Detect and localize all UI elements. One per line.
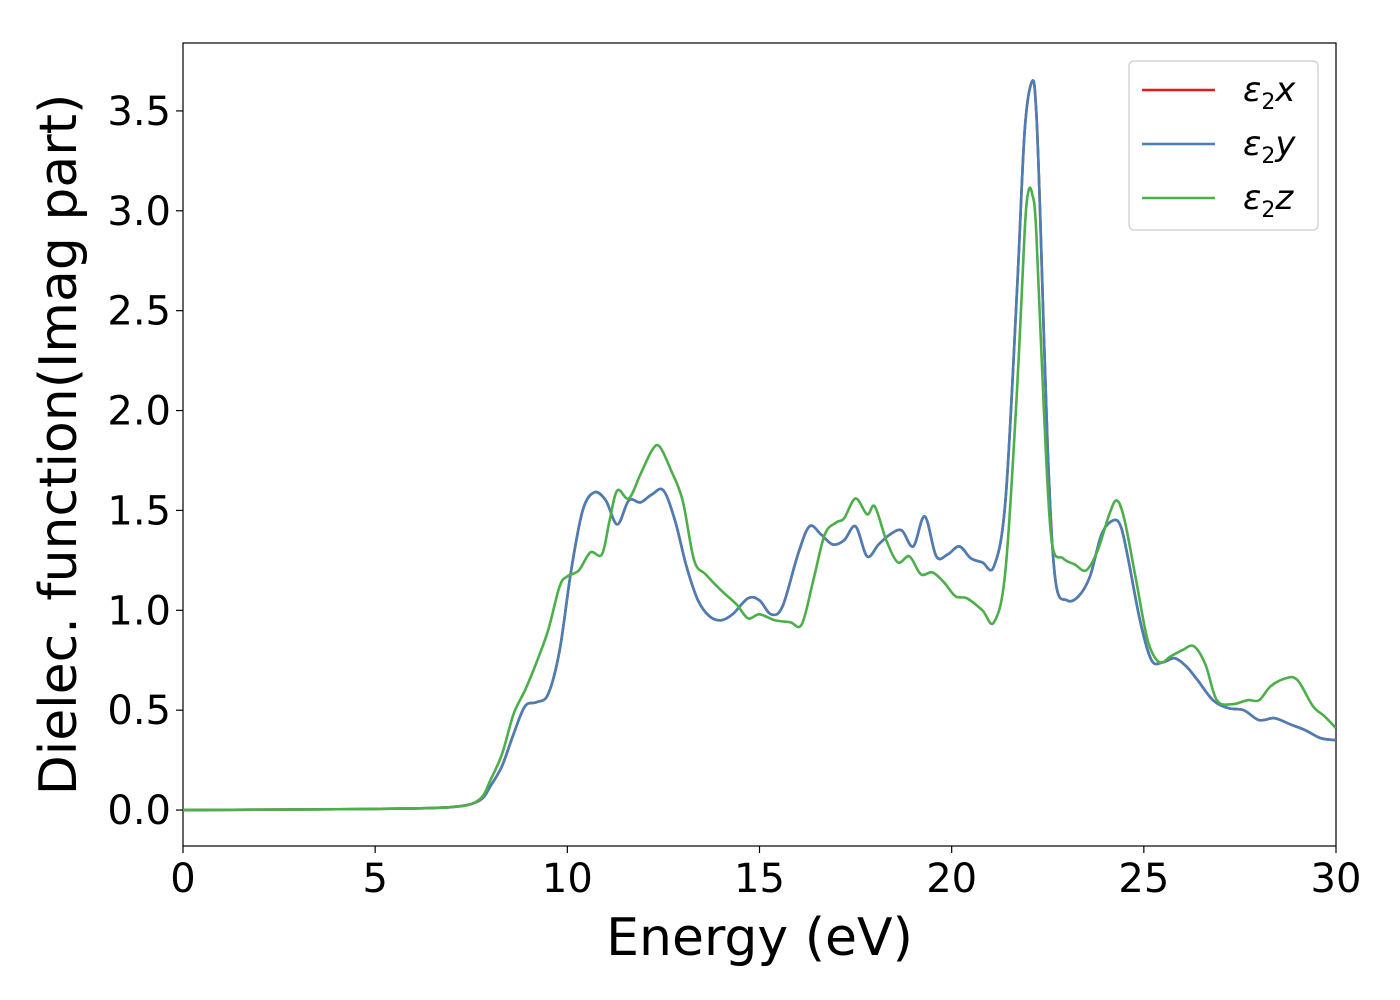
- x-axis: 0 5 10 15 20 25 30: [170, 846, 1361, 902]
- x-tick-label: 25: [1118, 856, 1169, 902]
- x-axis-label: Energy (eV): [606, 908, 913, 968]
- y-axis: 0.0 0.5 1.0 1.5 2.0 2.5 3.0 3.5: [107, 89, 183, 834]
- y-tick-label: 0.5: [107, 688, 171, 734]
- y-tick-label: 3.5: [107, 89, 171, 135]
- y-tick-label: 2.0: [107, 389, 171, 435]
- x-tick-label: 30: [1311, 856, 1362, 902]
- y-tick-label: 1.5: [107, 488, 171, 534]
- x-tick-label: 20: [926, 856, 977, 902]
- legend: ε2x ε2y ε2z: [1128, 60, 1319, 231]
- y-tick-label: 0.0: [107, 788, 171, 834]
- x-tick-label: 15: [734, 856, 785, 902]
- legend-label-y: ε2y: [1243, 124, 1296, 169]
- x-tick-label: 0: [170, 856, 195, 902]
- legend-label-x: ε2x: [1243, 70, 1296, 115]
- legend-box: [1128, 60, 1319, 231]
- y-tick-label: 1.0: [107, 588, 171, 634]
- x-tick-label: 10: [542, 856, 593, 902]
- series-line-y: [183, 79, 1336, 812]
- y-tick-label: 2.5: [107, 289, 171, 335]
- legend-label-z: ε2z: [1243, 178, 1294, 223]
- series-layer: [183, 79, 1336, 812]
- y-tick-label: 3.0: [107, 189, 171, 235]
- series-line-z: [183, 186, 1336, 812]
- x-tick-label: 5: [362, 856, 387, 902]
- y-axis-label: Dielec. function(Imag part): [29, 94, 89, 796]
